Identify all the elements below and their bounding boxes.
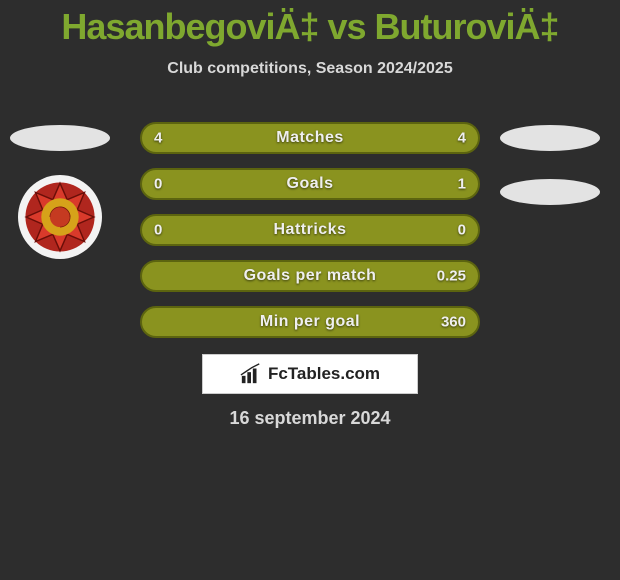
stat-label: Goals per match — [244, 267, 377, 285]
stat-value-right: 0 — [458, 222, 466, 239]
stat-label: Min per goal — [260, 313, 360, 331]
stat-row: Min per goal 360 — [140, 306, 480, 338]
right-player-column — [500, 125, 600, 233]
player-left-placeholder — [10, 125, 110, 151]
subtitle: Club competitions, Season 2024/2025 — [0, 60, 620, 78]
comparison-card: HasanbegoviÄ‡ vs ButuroviÄ‡ Club competi… — [0, 0, 620, 580]
stat-value-right: 1 — [458, 176, 466, 193]
stat-row: 0 Hattricks 0 — [140, 214, 480, 246]
stat-bars: 4 Matches 4 0 Goals 1 0 Hattricks 0 Goals per mat… — [140, 122, 480, 352]
stat-value-right: 4 — [458, 130, 466, 147]
stat-value-left: 4 — [154, 130, 162, 147]
fctables-logo[interactable]: FcTables.com — [202, 354, 418, 394]
page-title: HasanbegoviÄ‡ vs ButuroviÄ‡ — [0, 0, 620, 48]
stat-row: 0 Goals 1 — [140, 168, 480, 200]
stat-label: Matches — [276, 129, 344, 147]
bar-chart-icon — [240, 363, 262, 385]
stat-value-right: 0.25 — [437, 268, 466, 285]
sloboda-badge-icon — [24, 181, 96, 253]
left-player-column — [10, 125, 110, 259]
stat-value-right: 360 — [441, 314, 466, 331]
fctables-logo-text: FcTables.com — [268, 364, 380, 384]
player-right-placeholder — [500, 125, 600, 151]
date-text: 16 september 2024 — [0, 408, 620, 429]
team-badge-right-placeholder — [500, 179, 600, 205]
team-badge-left — [18, 175, 102, 259]
stat-value-left: 0 — [154, 222, 162, 239]
stat-label: Goals — [287, 175, 334, 193]
stat-value-left: 0 — [154, 176, 162, 193]
stat-row: Goals per match 0.25 — [140, 260, 480, 292]
stat-row: 4 Matches 4 — [140, 122, 480, 154]
stat-label: Hattricks — [274, 221, 347, 239]
